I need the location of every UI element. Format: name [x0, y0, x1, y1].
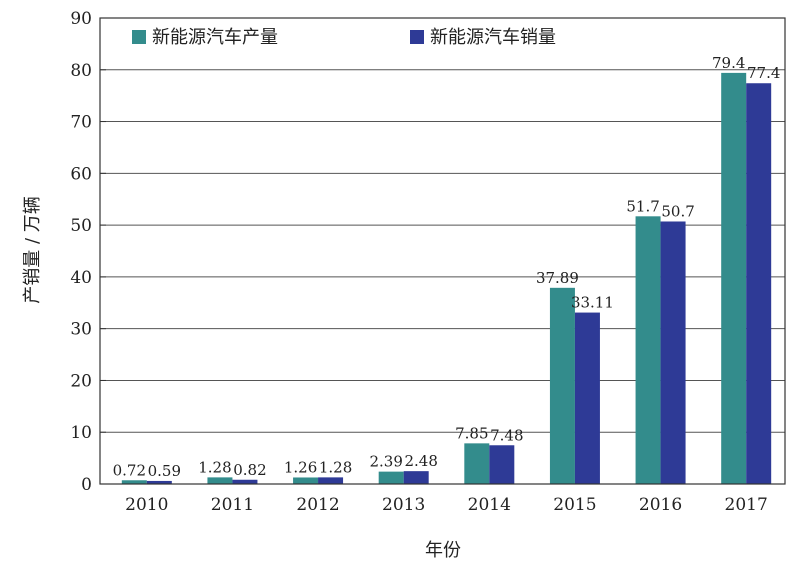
data-label-production: 37.89	[536, 269, 579, 287]
bar-production	[549, 287, 575, 484]
plot-frame	[99, 17, 786, 485]
data-label-production: 1.26	[284, 458, 317, 476]
x-tick-label: 2016	[639, 495, 682, 515]
bar-sales	[746, 83, 772, 485]
legend-swatch	[410, 30, 424, 44]
bar-sales	[318, 477, 344, 484]
data-label-sales: 7.48	[490, 426, 523, 444]
y-tick-label: 50	[70, 216, 92, 236]
bar-production	[378, 471, 404, 484]
y-tick-label: 30	[70, 320, 92, 340]
y-tick-label: 20	[70, 371, 92, 391]
bar-sales	[403, 471, 429, 484]
data-label-sales: 0.59	[148, 462, 181, 480]
legend-label: 新能源汽车销量	[430, 27, 556, 48]
data-label-production: 2.39	[369, 453, 402, 471]
x-tick-label: 2012	[296, 495, 339, 515]
data-label-sales: 33.11	[571, 294, 614, 312]
axes: 0 10 20 30 40 50 60 70 80 90 2010 2011 2012 2013 2014 2…	[70, 9, 786, 515]
data-label-production: 0.72	[113, 461, 146, 479]
legend-label: 新能源汽车产量	[152, 27, 278, 48]
bar-sales	[146, 480, 172, 484]
bar-sales	[660, 221, 686, 484]
data-labels: 0.72 0.59 1.28 0.82 1.26 1.28 2.39 2.487.85 7.48…	[113, 54, 781, 480]
data-label-sales: 0.82	[233, 461, 266, 479]
bar-production	[635, 216, 661, 484]
bar-sales	[232, 479, 258, 484]
x-axis-title: 年份	[425, 540, 461, 561]
y-tick-label: 10	[70, 423, 92, 443]
y-tick-label: 70	[70, 113, 92, 133]
data-label-sales: 2.48	[404, 452, 437, 470]
legend-swatch	[132, 30, 146, 44]
data-label-production: 51.7	[626, 197, 659, 215]
x-tick-label: 2017	[725, 495, 768, 515]
data-label-production: 79.4	[712, 54, 745, 72]
data-label-production: 1.28	[198, 458, 231, 476]
y-tick-label: 60	[70, 164, 92, 184]
y-tick-label: 40	[70, 268, 92, 288]
x-tick-label: 2014	[468, 495, 511, 515]
x-tick-label: 2011	[211, 495, 254, 515]
data-label-sales: 1.28	[319, 458, 352, 476]
x-tick-label: 2013	[382, 495, 425, 515]
bar-production	[293, 477, 319, 484]
bar-production	[207, 477, 233, 484]
bars	[121, 72, 772, 485]
y-tick-label: 0	[81, 475, 92, 495]
bar-production	[464, 443, 490, 484]
data-label-sales: 77.4	[747, 64, 780, 82]
y-tick-label: 80	[70, 61, 92, 81]
bar-production	[121, 480, 147, 484]
y-tick-label: 90	[70, 9, 92, 29]
bar-sales	[489, 445, 515, 484]
x-tick-label: 2010	[125, 495, 168, 515]
y-axis-title: 产销量 / 万辆	[22, 196, 43, 304]
data-label-sales: 50.7	[661, 202, 694, 220]
bar-production	[721, 72, 747, 484]
x-tick-label: 2015	[553, 495, 596, 515]
legend: 新能源汽车产量 新能源汽车销量	[132, 27, 556, 48]
bar-sales	[574, 312, 600, 484]
data-label-production: 7.85	[455, 424, 488, 442]
